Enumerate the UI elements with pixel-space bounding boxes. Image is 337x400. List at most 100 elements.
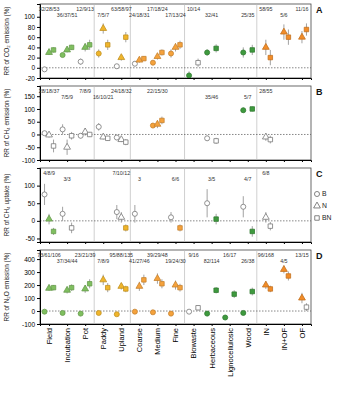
point bbox=[299, 33, 306, 39]
point bbox=[69, 45, 73, 49]
x-tick: Upland bbox=[117, 324, 126, 352]
point bbox=[96, 124, 101, 129]
group-separator bbox=[256, 86, 257, 160]
x-tick bbox=[212, 160, 213, 162]
y-axis: -50050100 bbox=[24, 169, 40, 243]
panel: -100-5005010015028/18/377/5/97/8/916/10/… bbox=[3, 86, 323, 164]
x-tick-mark bbox=[67, 160, 68, 162]
zero-line bbox=[40, 220, 311, 221]
x-tick-mark bbox=[266, 324, 267, 326]
y-tick: 300 bbox=[24, 269, 40, 276]
point bbox=[51, 229, 55, 233]
y-tick-label: 400 bbox=[24, 256, 35, 263]
point bbox=[178, 43, 182, 47]
x-tick bbox=[176, 242, 177, 244]
x-tick: Coarse bbox=[135, 324, 144, 352]
x-tick-mark bbox=[194, 324, 195, 326]
x-tick-mark bbox=[176, 242, 177, 244]
y-tick-mark bbox=[37, 134, 40, 135]
annotation: 4/7 bbox=[244, 176, 251, 182]
x-tick-mark bbox=[230, 160, 231, 162]
point bbox=[118, 54, 125, 60]
point bbox=[205, 311, 210, 316]
point bbox=[60, 211, 65, 216]
annotation: 5/6 bbox=[280, 12, 287, 18]
annotation: 35/46 bbox=[205, 94, 218, 100]
y-tick-mark bbox=[37, 37, 40, 38]
x-tick-mark bbox=[302, 78, 303, 80]
x-tick-mark bbox=[121, 78, 122, 80]
point bbox=[299, 294, 306, 300]
x-tick bbox=[49, 78, 50, 80]
x-tick-mark bbox=[194, 242, 195, 244]
point bbox=[87, 132, 91, 136]
annotation: 3/5 bbox=[208, 176, 215, 182]
x-tick-label: IN+OF bbox=[280, 328, 289, 351]
y-tick-mark bbox=[37, 147, 40, 148]
x-tick bbox=[302, 160, 303, 162]
y-axis-line bbox=[37, 5, 41, 79]
y-tick-mark bbox=[37, 259, 40, 260]
series bbox=[51, 271, 308, 311]
annotation: 82/114 bbox=[204, 258, 220, 264]
x-tick-label: Upland bbox=[117, 328, 126, 352]
x-tick-label: IN bbox=[262, 328, 271, 336]
point bbox=[87, 43, 91, 47]
y-tick: -20 bbox=[26, 75, 40, 82]
x-tick-mark bbox=[230, 324, 231, 326]
x-tick bbox=[67, 78, 68, 80]
x-tick-mark bbox=[49, 160, 50, 162]
x-tick-mark bbox=[302, 324, 303, 326]
x-tick-mark bbox=[176, 324, 177, 326]
y-tick-mark bbox=[37, 221, 40, 222]
x-tick bbox=[121, 160, 122, 162]
point bbox=[304, 305, 308, 309]
x-tick-mark bbox=[194, 160, 195, 162]
annotation: 41/27/46 bbox=[129, 258, 150, 264]
group-separator bbox=[256, 168, 257, 242]
point bbox=[223, 315, 228, 320]
x-tick bbox=[284, 242, 285, 244]
x-tick-mark bbox=[103, 160, 104, 162]
point bbox=[96, 310, 101, 315]
x-tick-mark bbox=[230, 242, 231, 244]
x-tick-mark bbox=[49, 78, 50, 80]
panel: -2002040608010032/28/5336/37/5112/9/137/… bbox=[3, 4, 323, 82]
point bbox=[78, 311, 83, 316]
x-tick bbox=[302, 242, 303, 244]
series bbox=[51, 106, 272, 152]
y-tick: 0 bbox=[31, 131, 40, 138]
x-tick bbox=[176, 78, 177, 80]
y-tick-mark bbox=[37, 27, 40, 28]
x-tick-mark bbox=[212, 324, 213, 326]
legend-label: N bbox=[322, 202, 327, 209]
point bbox=[281, 266, 288, 272]
x-tick-mark bbox=[103, 242, 104, 244]
panel: -1000100200300400FieldIncubationPotPaddy… bbox=[3, 250, 323, 377]
point bbox=[69, 134, 73, 138]
point bbox=[160, 282, 164, 286]
x-tick-mark bbox=[194, 78, 195, 80]
y-tick: 20 bbox=[28, 54, 40, 61]
annotation: 25/35 bbox=[241, 12, 254, 18]
annotation: 3/3 bbox=[63, 176, 70, 182]
y-tick: -50 bbox=[26, 144, 40, 151]
point bbox=[69, 226, 73, 230]
x-tick bbox=[139, 78, 140, 80]
annotation: 7/10/12 bbox=[112, 170, 130, 176]
x-tick-mark bbox=[67, 242, 68, 244]
y-tick-label: -20 bbox=[26, 75, 36, 82]
plot-frame bbox=[40, 250, 311, 324]
point bbox=[250, 289, 254, 293]
point bbox=[187, 73, 192, 78]
legend-marker bbox=[315, 216, 319, 220]
panel-label: D bbox=[316, 251, 323, 261]
point bbox=[51, 285, 55, 289]
point bbox=[154, 275, 161, 281]
y-tick: 100 bbox=[24, 13, 40, 20]
annotation: 37/34/44 bbox=[57, 258, 78, 264]
x-tick-label: Paddy bbox=[99, 328, 108, 350]
point bbox=[60, 127, 65, 132]
point bbox=[132, 309, 137, 314]
point bbox=[268, 137, 272, 141]
